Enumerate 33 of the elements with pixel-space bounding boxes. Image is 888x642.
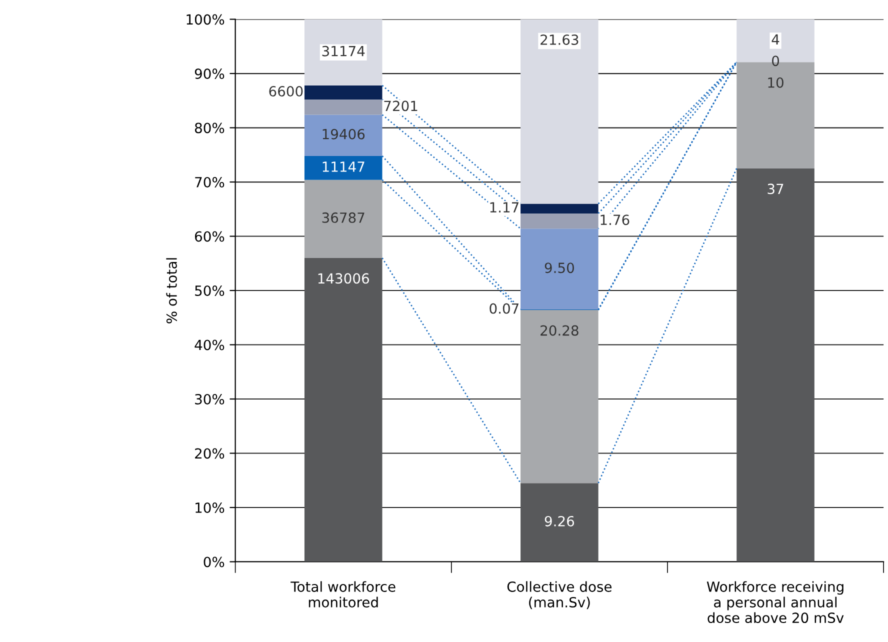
annotation: 36787 [322, 212, 364, 223]
annotation: 4 [772, 34, 780, 45]
x-tick-label: Total workforce monitored [290, 581, 396, 608]
annotation: 20.28 [540, 325, 578, 336]
y-tick-label: 90% [194, 68, 224, 79]
annotation: 21.63 [540, 34, 578, 45]
x-tick-label: Collective dose (man.Sv) [507, 581, 612, 610]
annotation: 7201 [384, 100, 418, 112]
x-tick-label: Workforce receiving a personal annual dose above 20 mSv [706, 581, 844, 624]
y-tick-label: 40% [194, 340, 224, 350]
annotation: 0.07 [490, 303, 518, 314]
y-tick-label: 50% [195, 285, 224, 296]
y-tick-label: 80% [194, 122, 224, 134]
annotation: 6600 [269, 86, 303, 97]
y-tick-label: 20% [195, 448, 224, 459]
y-tick-label: 30% [195, 394, 224, 404]
y-tick-label: 0% [204, 556, 224, 568]
y-tick-label: 70% [195, 176, 224, 188]
annotation: 19406 [322, 128, 365, 140]
y-tick-label: 10% [196, 502, 224, 513]
y-axis-title: % of total [166, 258, 177, 324]
y-tick-label: 100% [186, 14, 224, 25]
annotation: 1.76 [600, 214, 630, 226]
annotation: 37 [768, 184, 784, 194]
annotation: 11147 [322, 162, 364, 172]
annotation: 9.50 [544, 262, 574, 274]
y-tick-label: 60% [195, 231, 224, 242]
annotation: 143006 [318, 273, 369, 284]
annotation: 31174 [322, 46, 365, 56]
annotation: 0 [772, 56, 780, 66]
annotation: 1.17 [490, 202, 518, 212]
annotation: 9.26 [544, 516, 574, 526]
annotation: 10 [768, 77, 784, 88]
